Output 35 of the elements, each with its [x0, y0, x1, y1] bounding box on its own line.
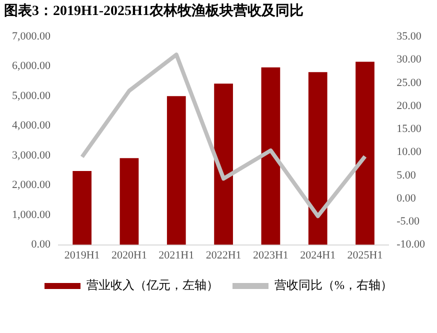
y2-tick-label: 15.00: [396, 123, 422, 136]
bar: [166, 96, 186, 245]
x-tick-label: 2025H1: [347, 249, 383, 262]
y2-tick-label: -10.00: [396, 238, 426, 251]
bar: [72, 171, 92, 245]
y2-tick-label: 35.00: [396, 30, 422, 42]
bar: [120, 158, 139, 245]
y2-tick-label: -5.00: [396, 216, 420, 228]
y2-tick-label: 30.00: [396, 54, 422, 66]
bar: [261, 67, 280, 245]
x-tick-label: 2022H1: [206, 249, 242, 262]
y-tick-label: 6,000.00: [12, 60, 51, 72]
y-tick-label: 7,000.00: [12, 30, 51, 42]
y-tick-label: 2,000.00: [12, 179, 51, 192]
legend-label: 营收同比（%，右轴）: [274, 278, 392, 292]
y-tick-label: 5,000.00: [12, 90, 51, 102]
y-tick-label: 3,000.00: [12, 149, 51, 162]
x-tick-label: 2021H1: [158, 249, 194, 262]
bar: [214, 84, 233, 245]
y2-tick-label: 0.00: [396, 192, 416, 204]
bar: [308, 72, 328, 245]
x-tick-label: 2019H1: [64, 249, 100, 262]
bar: [356, 62, 374, 245]
legend-label: 营业收入（亿元，左轴）: [86, 278, 218, 292]
y-tick-label: 4,000.00: [12, 120, 51, 132]
x-tick-label: 2024H1: [300, 249, 336, 262]
y2-tick-label: 10.00: [396, 146, 422, 158]
chart-title: 图表3：2019H1-2025H1农林牧渔板块营收及同比: [4, 2, 304, 20]
y2-tick-label: 5.00: [396, 169, 416, 182]
x-tick-label: 2023H1: [252, 249, 288, 262]
y-tick-label: 0.00: [31, 238, 51, 251]
y-tick-label: 1,000.00: [12, 208, 51, 221]
y2-tick-label: 20.00: [396, 100, 422, 112]
x-tick-label: 2020H1: [112, 249, 147, 262]
y2-tick-label: 25.00: [396, 76, 422, 89]
